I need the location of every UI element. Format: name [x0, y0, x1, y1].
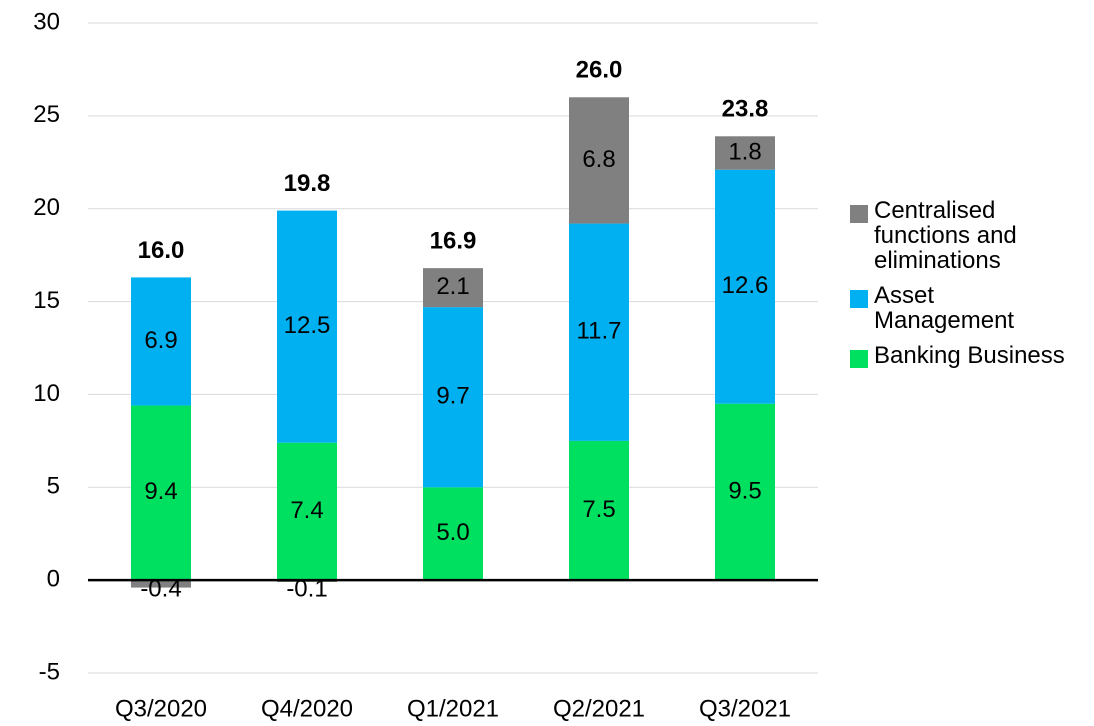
- x-tick-label: Q2/2021: [553, 695, 645, 722]
- bar-segment: [423, 307, 483, 488]
- data-label: 7.5: [582, 496, 615, 523]
- bar-segment: [131, 580, 191, 588]
- y-tick-label: -5: [39, 658, 60, 685]
- legend: Centralised functions and eliminations As…: [850, 198, 1080, 378]
- legend-item: Banking Business: [850, 343, 1080, 368]
- bar-segment: [715, 136, 775, 170]
- legend-label: Banking Business: [874, 342, 1065, 369]
- bar-segment: [569, 97, 629, 224]
- data-label: 9.5: [728, 477, 761, 504]
- bar-segment: [569, 440, 629, 581]
- bar-segment: [131, 405, 191, 581]
- legend-swatch: [850, 205, 868, 223]
- total-label: 23.8: [722, 96, 769, 123]
- y-tick-label: 20: [33, 194, 60, 221]
- bar-segment: [423, 268, 483, 308]
- data-label: 11.7: [577, 318, 622, 345]
- bar-segment: [569, 223, 629, 441]
- legend-swatch: [850, 350, 868, 368]
- bar-segment: [131, 277, 191, 406]
- bar-segment: [423, 487, 483, 581]
- y-tick-label: 10: [33, 380, 60, 407]
- data-label: 12.5: [284, 312, 331, 339]
- y-tick-label: 5: [47, 473, 60, 500]
- bar-segment: [715, 403, 775, 581]
- data-label: 1.8: [728, 138, 761, 165]
- x-tick-label: Q4/2020: [261, 695, 353, 722]
- data-label: 7.4: [290, 497, 323, 524]
- bar-segment: [715, 169, 775, 404]
- total-label: 16.0: [138, 237, 185, 264]
- data-label: 2.1: [436, 273, 469, 300]
- data-label: 6.8: [582, 146, 615, 173]
- data-label: 5.0: [436, 519, 469, 546]
- y-tick-label: 15: [33, 287, 60, 314]
- total-label: 26.0: [576, 57, 623, 84]
- x-tick-label: Q1/2021: [407, 695, 499, 722]
- y-tick-label: 30: [33, 8, 60, 35]
- legend-label: Asset Management: [874, 282, 1015, 334]
- legend-item: Asset Management: [850, 283, 1080, 333]
- data-label: 12.6: [722, 272, 769, 299]
- total-label: 19.8: [284, 170, 331, 197]
- bar-segment: [277, 442, 337, 581]
- y-tick-label: 25: [33, 101, 60, 128]
- y-tick-label: 0: [47, 565, 60, 592]
- x-tick-label: Q3/2021: [699, 695, 791, 722]
- legend-swatch: [850, 290, 868, 308]
- data-label: 9.7: [436, 383, 469, 410]
- data-label: 9.4: [144, 478, 177, 505]
- total-label: 16.9: [430, 227, 477, 254]
- legend-label: Centralised functions and eliminations: [874, 197, 1017, 274]
- x-tick-label: Q3/2020: [115, 695, 207, 722]
- data-label: 6.9: [144, 327, 177, 354]
- bar-segment: [277, 210, 337, 443]
- legend-item: Centralised functions and eliminations: [850, 198, 1080, 273]
